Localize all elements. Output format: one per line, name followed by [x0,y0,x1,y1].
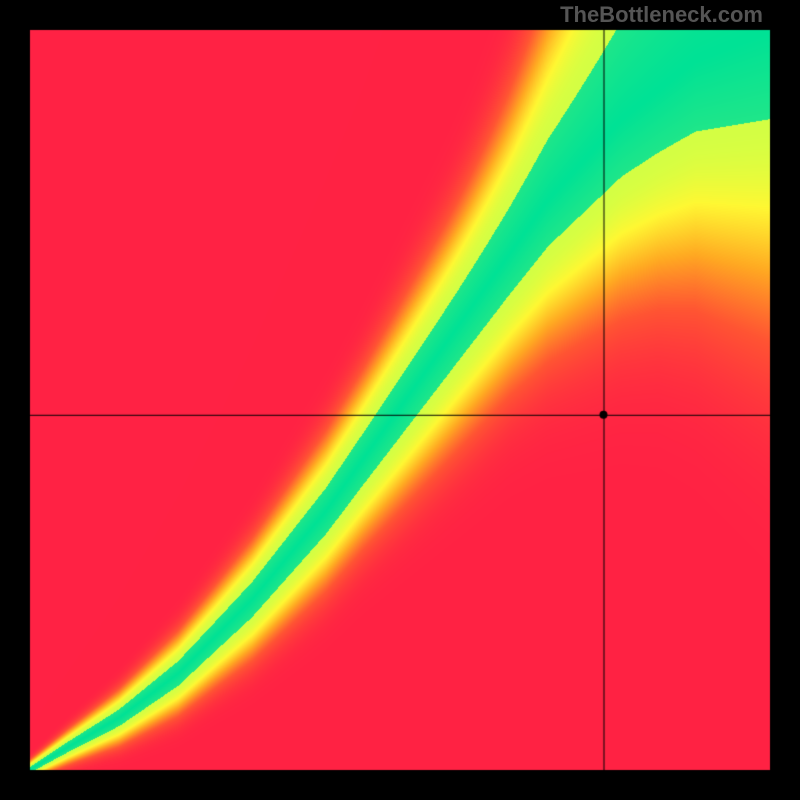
chart-container: TheBottleneck.com [0,0,800,800]
watermark-text: TheBottleneck.com [560,2,763,28]
heatmap-canvas [0,0,800,800]
